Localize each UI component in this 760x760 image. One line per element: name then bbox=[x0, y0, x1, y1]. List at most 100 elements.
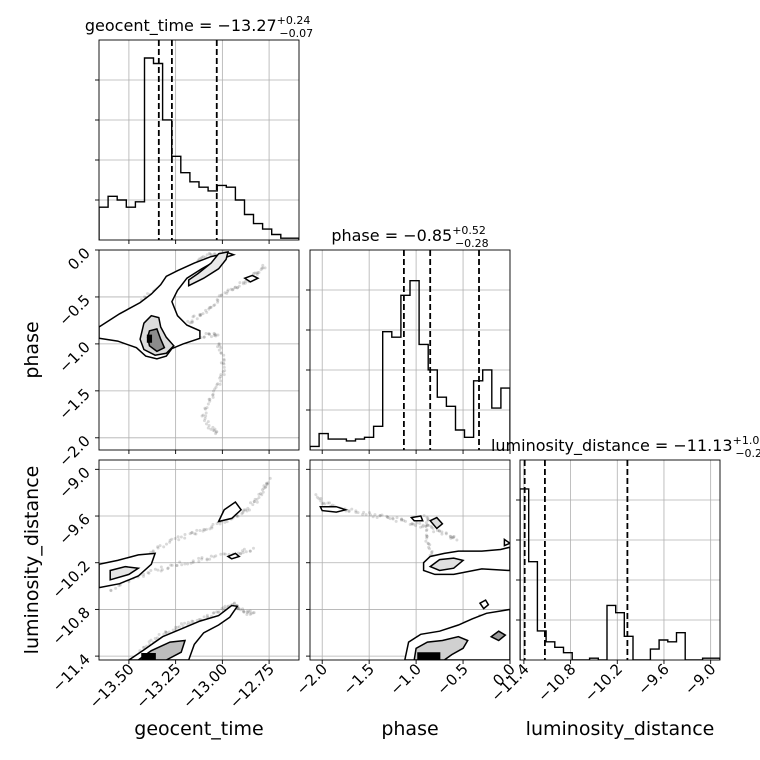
y-tick-label: −9.6 bbox=[55, 510, 93, 548]
sample-point bbox=[214, 334, 218, 338]
sample-point bbox=[378, 513, 382, 517]
sample-point bbox=[260, 266, 264, 270]
sample-point bbox=[265, 482, 269, 486]
sample-point bbox=[208, 397, 212, 401]
y-tick-label: −11.4 bbox=[49, 650, 94, 695]
contour-level bbox=[428, 557, 465, 572]
contour-level bbox=[187, 250, 230, 287]
contour-level bbox=[503, 537, 510, 547]
sample-point bbox=[255, 271, 259, 275]
title-value: geocent_time = −13.27 bbox=[85, 16, 277, 36]
sample-point bbox=[190, 531, 194, 535]
sample-point bbox=[191, 619, 195, 623]
contour-level bbox=[99, 252, 236, 360]
title-lower-error: −0.26 bbox=[735, 447, 760, 460]
sample-point bbox=[255, 500, 259, 504]
title-upper-error: +0.52 bbox=[452, 224, 486, 237]
sample-point bbox=[209, 305, 213, 309]
sample-point bbox=[240, 512, 244, 516]
sample-point bbox=[259, 492, 263, 496]
sample-point bbox=[146, 292, 150, 296]
sample-point bbox=[440, 532, 444, 536]
panel-clip-group bbox=[520, 460, 720, 660]
sample-point bbox=[264, 485, 268, 489]
sample-point bbox=[210, 525, 214, 529]
panel-clip-group bbox=[99, 40, 299, 240]
scatter-panel-geocent_time-luminosity_distance: −13.50−13.25−13.00−12.75 −11.4−10.8−10.2 −… bbox=[49, 459, 300, 712]
sample-point bbox=[211, 428, 215, 432]
title-lower-error: −0.28 bbox=[455, 237, 489, 250]
sample-point bbox=[408, 522, 412, 526]
sample-point bbox=[421, 523, 425, 527]
contour-level bbox=[217, 500, 243, 523]
sample-point bbox=[174, 625, 178, 629]
sample-point bbox=[206, 426, 210, 430]
sample-point bbox=[414, 524, 418, 528]
sample-point bbox=[425, 515, 429, 519]
title-lower-error: −0.07 bbox=[279, 27, 313, 40]
sample-point bbox=[248, 612, 252, 616]
sample-point bbox=[212, 252, 216, 256]
sample-point bbox=[179, 622, 183, 626]
sample-point bbox=[394, 519, 398, 523]
sample-point bbox=[268, 476, 272, 480]
sample-point bbox=[166, 567, 170, 571]
sample-point bbox=[191, 320, 195, 324]
sample-point bbox=[205, 406, 209, 410]
contour-level bbox=[428, 516, 444, 530]
sample-point bbox=[177, 538, 181, 542]
sample-point bbox=[236, 607, 240, 611]
sample-point bbox=[207, 332, 211, 336]
sample-point bbox=[437, 529, 441, 533]
sample-point bbox=[261, 263, 265, 267]
sample-point bbox=[142, 572, 146, 576]
sample-point bbox=[252, 271, 256, 275]
panel-frame bbox=[309, 249, 511, 451]
sample-point bbox=[203, 406, 207, 410]
sample-point bbox=[200, 557, 204, 561]
sample-point bbox=[369, 513, 373, 517]
sample-point bbox=[424, 529, 428, 533]
x-tick-label: −12.75 bbox=[226, 660, 278, 712]
sample-point bbox=[237, 606, 241, 610]
sample-point bbox=[169, 563, 173, 567]
scatter-panel-geocent_time-phase: −2.0 −1.5 −1.0 −0.5 0.0 bbox=[55, 244, 300, 470]
sample-point bbox=[217, 294, 221, 298]
sample-point bbox=[217, 342, 221, 346]
sample-point bbox=[241, 551, 245, 555]
sample-point bbox=[319, 496, 323, 500]
sample-point bbox=[241, 511, 245, 515]
sample-point bbox=[222, 357, 226, 361]
y-axis-label-phase: phase bbox=[21, 321, 43, 378]
sample-point bbox=[262, 484, 266, 488]
panel-frame bbox=[98, 249, 300, 451]
contour-level bbox=[243, 274, 260, 283]
sample-point bbox=[253, 271, 257, 275]
sample-point bbox=[198, 312, 202, 316]
contour-level bbox=[109, 565, 141, 581]
sample-point bbox=[157, 633, 161, 637]
sample-point bbox=[424, 521, 428, 525]
sample-point bbox=[190, 319, 194, 323]
sample-point bbox=[162, 632, 166, 636]
hist-panel-luminosity_distance: −11.4 −10.8 −10.2 −9.6 −9.0 bbox=[487, 459, 721, 705]
sample-point bbox=[191, 559, 195, 563]
sample-point bbox=[206, 402, 210, 406]
sample-point bbox=[238, 608, 242, 612]
sample-point bbox=[222, 373, 226, 377]
sample-point bbox=[265, 481, 269, 485]
sample-point bbox=[242, 610, 246, 614]
histogram-step bbox=[99, 57, 299, 240]
sample-point bbox=[236, 607, 240, 611]
sample-point bbox=[179, 535, 183, 539]
sample-point bbox=[147, 640, 151, 644]
sample-point bbox=[450, 536, 454, 540]
sample-point bbox=[207, 424, 211, 428]
sample-point bbox=[219, 351, 223, 355]
sample-point bbox=[236, 551, 240, 555]
sample-point bbox=[248, 549, 252, 553]
contour-level bbox=[319, 505, 349, 513]
sample-point bbox=[252, 500, 256, 504]
sample-point bbox=[190, 321, 194, 325]
sample-point bbox=[141, 574, 145, 578]
